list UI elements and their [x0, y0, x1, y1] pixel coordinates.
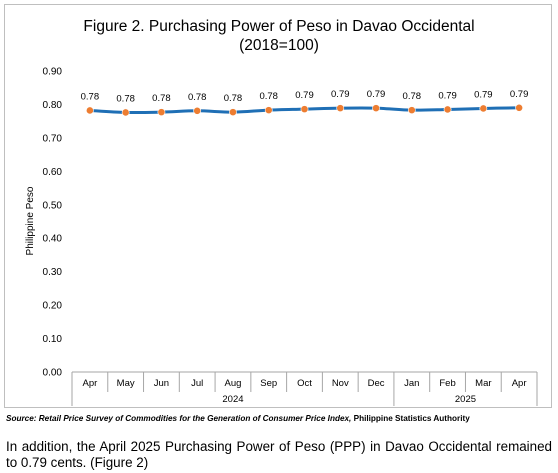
x-tick-label: Apr [512, 378, 527, 389]
data-point [300, 105, 309, 114]
data-point [157, 108, 166, 117]
data-point [121, 108, 130, 117]
y-tick-label: 0.80 [43, 100, 63, 111]
x-tick-label: Sep [260, 378, 277, 389]
x-tick-label: Jan [404, 378, 419, 389]
source-note: Source: Retail Price Survey of Commoditi… [6, 414, 554, 423]
data-label: 0.78 [403, 91, 422, 102]
data-label: 0.79 [510, 89, 529, 100]
x-tick-label: Dec [368, 378, 385, 389]
line-chart: Figure 2. Purchasing Power of Peso in Da… [25, 18, 538, 406]
data-point [264, 106, 273, 115]
figure-frame [4, 4, 552, 408]
x-tick-label: Apr [82, 378, 97, 389]
chart-title: Figure 2. Purchasing Power of Peso in Da… [83, 18, 474, 35]
y-tick-label: 0.60 [43, 167, 63, 178]
data-point [85, 106, 94, 115]
x-tick-label: Oct [297, 378, 312, 389]
data-label: 0.78 [188, 92, 207, 103]
y-tick-label: 0.20 [43, 301, 63, 312]
year-label: 2024 [222, 394, 243, 405]
data-label: 0.78 [116, 93, 135, 104]
data-point [193, 106, 202, 115]
data-label: 0.79 [474, 89, 493, 100]
y-tick-label: 0.00 [43, 368, 63, 379]
data-label: 0.79 [295, 90, 314, 101]
x-tick-label: Jul [191, 378, 203, 389]
data-point [479, 104, 488, 113]
y-axis-label: Philippine Peso [25, 186, 36, 255]
x-tick-label: May [117, 378, 135, 389]
data-label: 0.78 [152, 93, 171, 104]
y-tick-label: 0.90 [43, 67, 63, 78]
data-label: 0.78 [224, 93, 243, 104]
chart-subtitle: (2018=100) [239, 37, 319, 54]
data-point [372, 104, 380, 113]
body-paragraph: In addition, the April 2025 Purchasing P… [6, 439, 552, 470]
data-point [336, 104, 345, 113]
data-label: 0.78 [259, 91, 278, 102]
data-point [515, 103, 524, 112]
x-tick-label: Jun [154, 378, 169, 389]
y-tick-label: 0.30 [43, 267, 63, 278]
x-tick-label: Nov [332, 378, 349, 389]
source-body: Retail Price Survey of Commodities for t… [38, 414, 352, 423]
x-tick-label: Feb [439, 378, 455, 389]
data-label: 0.79 [367, 89, 386, 100]
y-tick-label: 0.50 [43, 200, 63, 211]
data-label: 0.78 [81, 91, 100, 102]
y-tick-label: 0.40 [43, 234, 63, 245]
y-tick-label: 0.10 [43, 334, 63, 345]
data-point [229, 108, 237, 117]
year-label: 2025 [455, 394, 476, 405]
x-tick-label: Aug [225, 378, 242, 389]
data-label: 0.79 [331, 89, 350, 100]
data-point [407, 106, 416, 115]
data-label: 0.79 [438, 90, 457, 101]
data-point [443, 105, 452, 114]
source-label: Source: [6, 414, 37, 423]
source-agency: Philippine Statistics Authority [353, 414, 470, 423]
x-tick-label: Mar [475, 378, 491, 389]
y-tick-label: 0.70 [43, 133, 63, 144]
